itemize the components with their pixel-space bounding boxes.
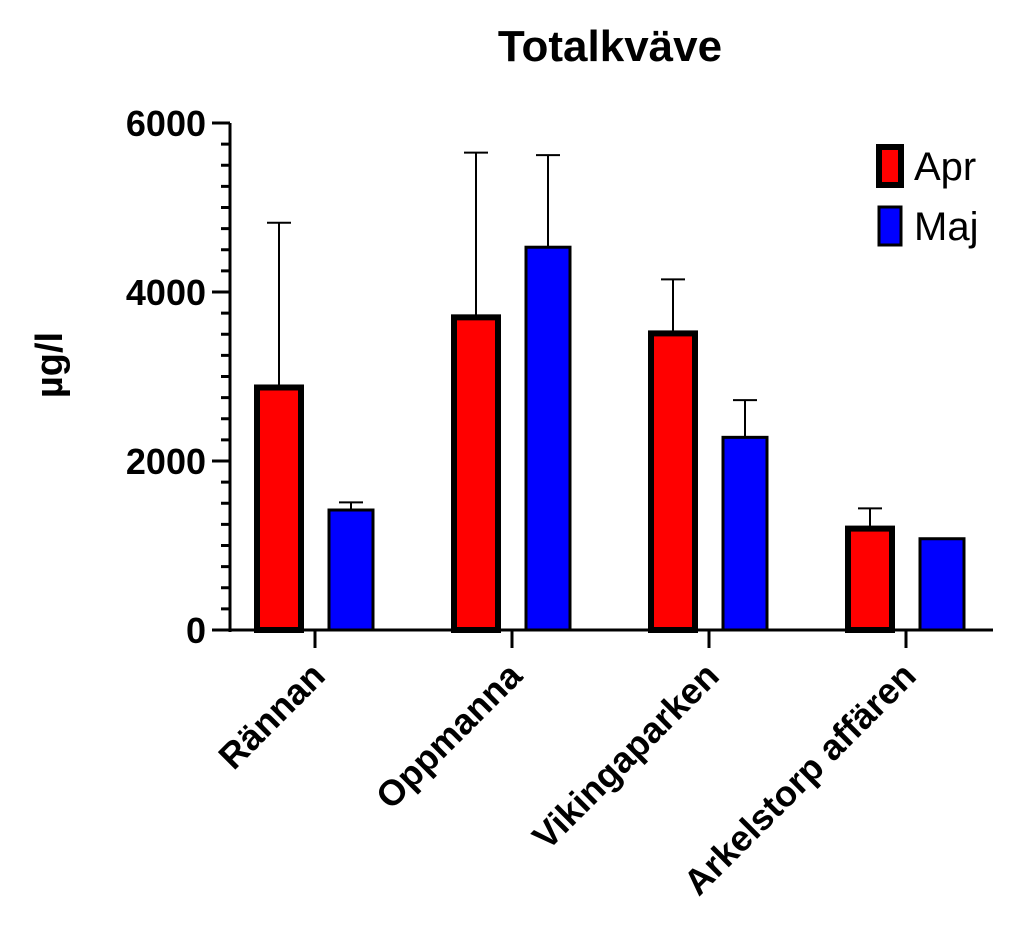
y-tick-label: 6000 xyxy=(126,103,206,144)
y-tick-label: 0 xyxy=(186,610,206,651)
bar-maj xyxy=(918,537,966,632)
bar-apr xyxy=(845,525,895,633)
bar-maj xyxy=(327,508,375,632)
x-tick-label: Rännan xyxy=(210,655,332,777)
bar-apr xyxy=(648,330,698,633)
chart-title: Totalkväve xyxy=(497,22,723,71)
legend-label: Apr xyxy=(914,145,976,189)
legend-label: Maj xyxy=(914,205,978,249)
x-tick-label: Oppmanna xyxy=(368,654,531,817)
legend-swatch xyxy=(877,205,903,247)
y-axis-label: µg/l xyxy=(29,332,71,398)
bar-maj xyxy=(721,435,769,632)
y-tick-label: 2000 xyxy=(126,441,206,482)
bar-apr xyxy=(451,314,501,633)
bar-maj xyxy=(524,245,572,632)
x-tick-label: Vikingaparken xyxy=(524,655,727,858)
y-tick-label: 4000 xyxy=(126,272,206,313)
bar-apr xyxy=(254,384,304,633)
legend-swatch xyxy=(876,144,904,188)
